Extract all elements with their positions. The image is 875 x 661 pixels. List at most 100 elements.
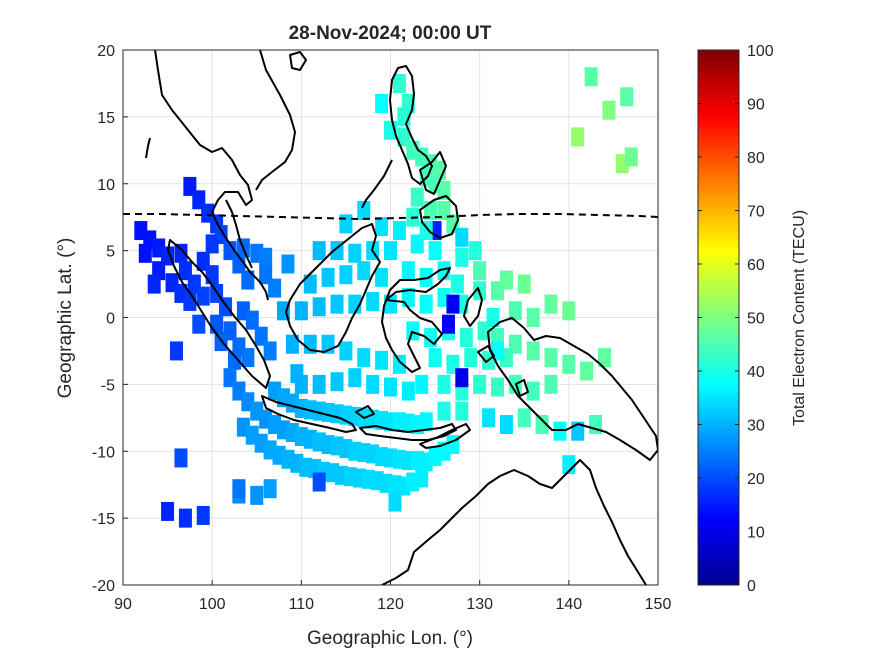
tec-patch — [205, 234, 219, 254]
tec-patch — [544, 294, 558, 314]
colorbar-label: Total Electron Content (TECU) — [791, 210, 808, 426]
tec-patch — [473, 261, 487, 281]
tec-patch — [384, 241, 397, 261]
magnetic-equator-line — [123, 213, 658, 221]
tec-patch — [428, 241, 442, 261]
tec-patch — [437, 180, 451, 200]
colorbar — [697, 49, 740, 586]
tec-patch — [366, 291, 380, 311]
tec-patch — [459, 328, 473, 348]
colorbar-tick-label: 40 — [747, 364, 765, 381]
x-axis-ticks: 90 100 110 120 130 140 150 — [114, 580, 671, 613]
tec-patch — [259, 247, 273, 267]
tec-patch — [263, 479, 277, 499]
coastline-philippines-visayas — [419, 151, 447, 195]
tec-patch — [392, 354, 406, 374]
tec-patch — [312, 472, 326, 492]
tec-patch — [517, 274, 531, 294]
coastline-philippines-luzon — [389, 65, 433, 185]
tec-patch — [419, 221, 433, 241]
x-tick-label: 140 — [555, 596, 582, 613]
tec-patch — [196, 286, 210, 306]
tec-patch — [312, 297, 326, 317]
tec-patch — [192, 314, 206, 334]
tec-patch — [241, 348, 255, 368]
colorbar-tick-label: 20 — [747, 471, 765, 488]
tec-patch — [455, 247, 469, 267]
colorbar-tick-label: 30 — [747, 418, 765, 435]
colorbar-tick-label: 50 — [747, 311, 765, 328]
tec-patch — [281, 254, 295, 274]
tec-patch — [491, 377, 504, 397]
tec-patch — [375, 350, 389, 370]
tec-patch — [571, 127, 585, 147]
tec-patch — [415, 374, 429, 394]
y-tick-label: 0 — [106, 311, 115, 328]
colorbar-tick-label: 10 — [747, 525, 765, 542]
y-tick-label: -20 — [92, 578, 115, 595]
coastline-indochina — [154, 50, 269, 301]
tec-patch — [290, 364, 304, 384]
tec-patch — [178, 508, 192, 528]
tec-patch — [174, 243, 188, 263]
tec-patch — [330, 294, 344, 314]
y-axis-ticks: -20 -15 -10 -5 0 5 10 15 20 — [92, 43, 128, 595]
tec-patch — [482, 408, 496, 428]
coastline-java — [261, 395, 357, 433]
tec-patch — [147, 274, 161, 294]
coastline-sumatra — [167, 239, 271, 389]
tec-patch — [508, 334, 522, 354]
tec-patch — [388, 492, 402, 512]
coastline-misc-islands — [355, 345, 529, 419]
tec-patch — [562, 354, 576, 374]
coastline-vietnam — [255, 50, 296, 191]
tec-patch — [424, 328, 438, 348]
tec-patch — [196, 505, 210, 525]
tec-patch — [250, 485, 264, 505]
y-tick-label: -15 — [92, 511, 115, 528]
tec-patch — [294, 301, 308, 321]
y-tick-label: -10 — [92, 444, 115, 461]
tec-patch — [580, 361, 594, 381]
coastline-hainan — [289, 51, 307, 71]
tec-patch — [392, 73, 406, 93]
tec-patch — [384, 377, 397, 397]
tec-patch — [437, 374, 451, 394]
colorbar-tick-label: 60 — [747, 257, 765, 274]
y-tick-label: 20 — [97, 43, 115, 60]
tec-patch — [499, 415, 513, 434]
tec-patch — [441, 314, 455, 334]
tec-patch — [357, 261, 371, 281]
tec-patch — [419, 412, 433, 432]
tec-patch — [339, 265, 353, 285]
tec-patch — [330, 372, 344, 392]
tec-patch — [366, 374, 380, 394]
tec-patch — [584, 67, 598, 87]
tec-patch — [535, 415, 549, 434]
tec-patch — [499, 270, 513, 290]
coastline-andaman — [145, 137, 151, 159]
coastline-mindanao — [419, 195, 459, 239]
tec-patch — [161, 501, 175, 521]
tec-patch — [410, 187, 424, 207]
tec-patch — [508, 301, 522, 321]
tec-patch — [245, 310, 259, 330]
tec-patch — [174, 448, 188, 468]
tec-patch — [406, 321, 420, 341]
y-tick-label: -5 — [101, 377, 115, 394]
tec-patch — [285, 334, 299, 354]
colorbar-tick-label: 90 — [747, 97, 765, 114]
tec-patch — [544, 374, 558, 394]
tec-patch — [241, 270, 255, 290]
tec-patches — [134, 67, 638, 528]
y-axis-label: Geographic Lat. (°) — [55, 238, 76, 399]
y-tick-label: 10 — [97, 177, 115, 194]
tec-patch — [303, 274, 317, 294]
chart-title: 28-Nov-2024; 00:00 UT — [289, 23, 492, 44]
x-tick-label: 150 — [645, 596, 672, 613]
y-tick-label: 5 — [106, 244, 115, 261]
x-tick-label: 90 — [114, 596, 132, 613]
tec-patch — [339, 341, 353, 361]
coastline-halmahera — [463, 287, 483, 327]
